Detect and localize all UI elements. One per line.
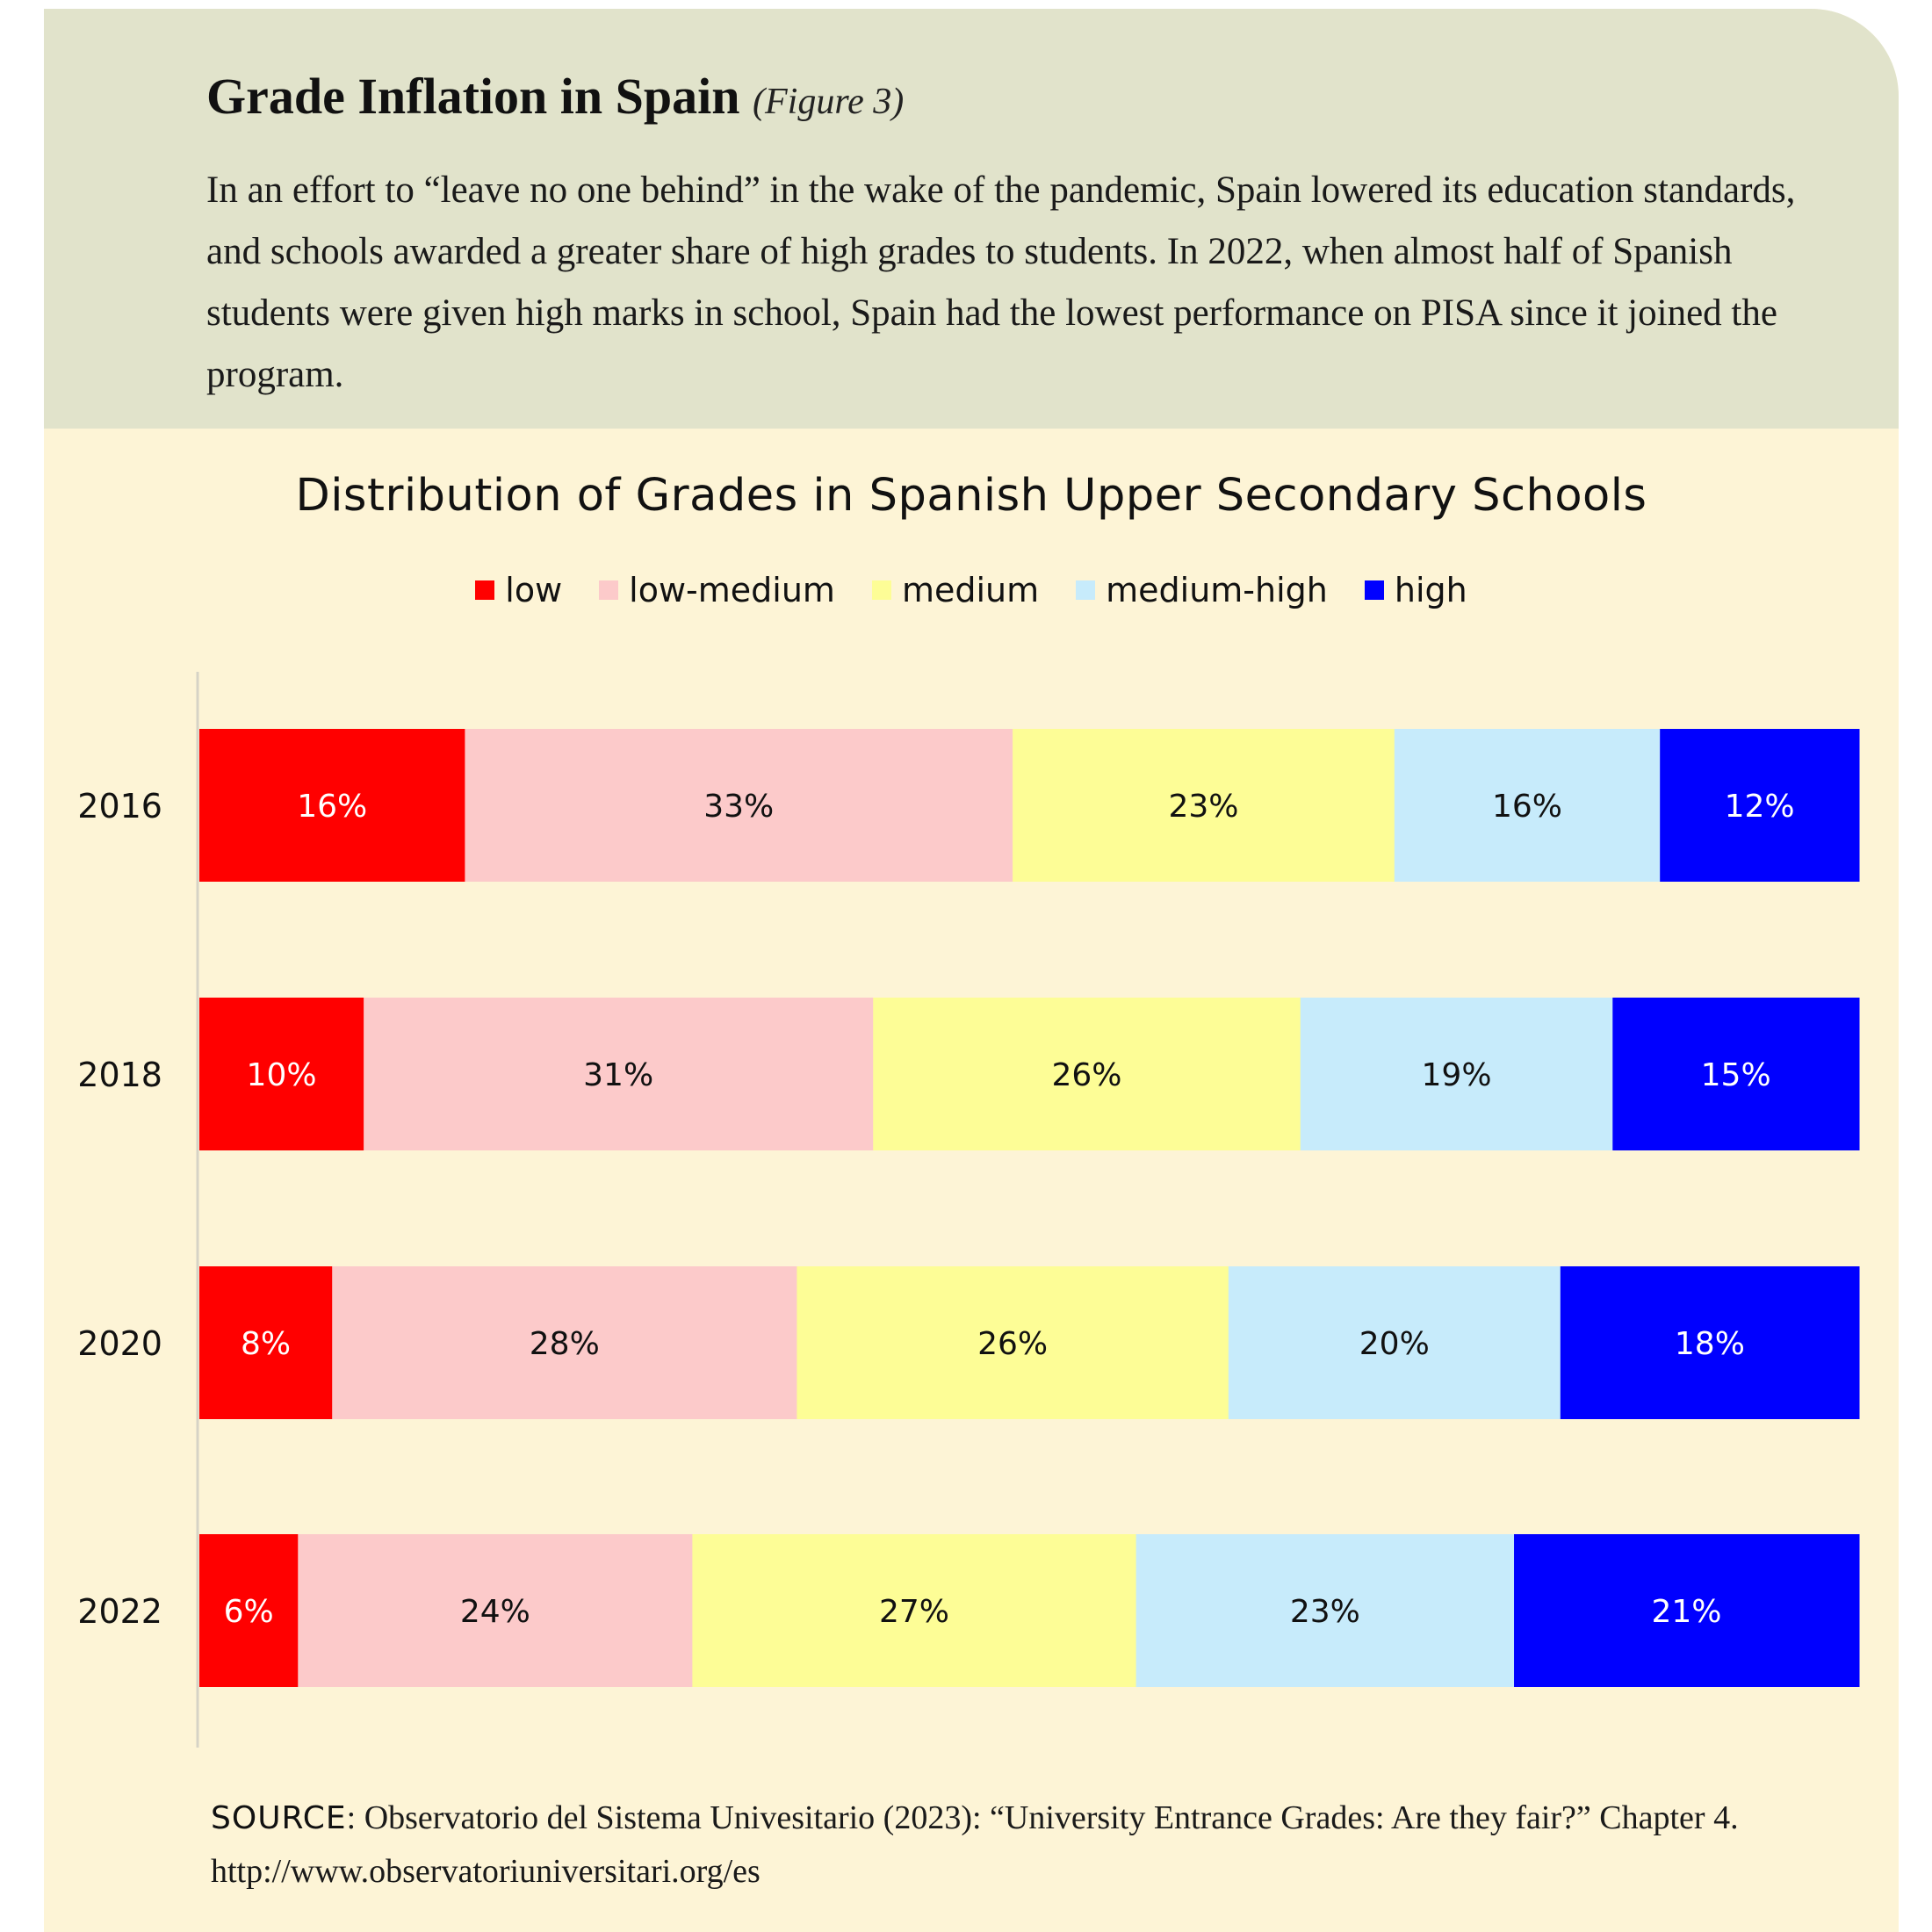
data-label: 26%	[977, 1326, 1048, 1362]
bar-segment-high	[1612, 998, 1860, 1150]
data-label: 12%	[1725, 789, 1795, 825]
legend-label: medium	[901, 571, 1040, 609]
legend-item-medium-high: medium-high	[1076, 571, 1328, 609]
source-label: SOURCE	[211, 1800, 347, 1836]
data-label: 27%	[879, 1594, 949, 1630]
data-label: 26%	[1051, 1057, 1121, 1093]
legend-item-medium: medium	[871, 571, 1040, 609]
figure-number: (Figure 3)	[753, 82, 905, 122]
bar-segment-medium	[873, 998, 1301, 1150]
figure-title-line: Grade Inflation in Spain (Figure 3)	[206, 67, 904, 126]
stacked-bar-chart: 2016 16% 33% 23% 16% 12% 2018 10% 31% 26% 19% 15% 20…	[77, 672, 1860, 1748]
y-tick-label: 2022	[77, 1592, 162, 1631]
data-label: 20%	[1359, 1326, 1430, 1362]
data-label: 15%	[1701, 1057, 1771, 1093]
bar-segment-medium	[797, 1266, 1229, 1419]
legend-swatch	[1076, 580, 1096, 600]
y-tick-label: 2018	[77, 1056, 162, 1094]
bar-segment-low	[199, 998, 364, 1150]
legend-item-low: low	[475, 571, 562, 609]
source-text: : Observatorio del Sistema Univesitario …	[211, 1799, 1739, 1890]
source-note: SOURCE: Observatorio del Sistema Univesi…	[211, 1791, 1862, 1898]
chart-legend: low low-medium medium medium-high high	[44, 571, 1899, 609]
legend-swatch	[871, 580, 891, 600]
bar-segment-medium-high	[1300, 998, 1613, 1150]
bar-segment-medium-high	[1394, 729, 1661, 882]
data-label: 23%	[1168, 789, 1238, 825]
y-tick-label: 2020	[77, 1324, 162, 1363]
bar-segment-low-medium	[298, 1534, 693, 1687]
data-label: 8%	[241, 1326, 291, 1362]
data-label: 31%	[583, 1057, 653, 1093]
legend-label: high	[1394, 571, 1467, 609]
bar-segment-medium-high	[1135, 1534, 1515, 1687]
data-label: 16%	[297, 789, 367, 825]
bar-segment-high	[1514, 1534, 1860, 1687]
data-label: 23%	[1290, 1594, 1360, 1630]
data-label: 28%	[530, 1326, 600, 1362]
legend-swatch	[1364, 580, 1384, 600]
bar-segment-low	[199, 1266, 333, 1419]
bar-segment-low-medium	[364, 998, 874, 1150]
data-label: 18%	[1675, 1326, 1745, 1362]
legend-label: medium-high	[1106, 571, 1328, 609]
data-label: 21%	[1652, 1594, 1722, 1630]
data-label: 19%	[1422, 1057, 1492, 1093]
bar-segment-medium-high	[1228, 1266, 1561, 1419]
figure-header: Grade Inflation in Spain (Figure 3) In a…	[44, 9, 1899, 429]
legend-label: low	[505, 571, 563, 609]
figure-intro-text: In an effort to “leave no one behind” in…	[206, 169, 1796, 395]
chart-title: Distribution of Grades in Spanish Upper …	[295, 470, 1647, 522]
legend-item-high: high	[1364, 571, 1467, 609]
legend-swatch	[599, 580, 619, 600]
legend-item-low-medium: low-medium	[599, 571, 835, 609]
bar-segment-high	[1660, 729, 1860, 882]
bar-segment-high	[1560, 1266, 1860, 1419]
bar-segment-low-medium	[465, 729, 1013, 882]
data-label: 10%	[247, 1057, 317, 1093]
legend-swatch	[475, 580, 495, 600]
bar-segment-low-medium	[332, 1266, 797, 1419]
legend-label: low-medium	[629, 571, 835, 609]
y-tick-label: 2016	[77, 787, 162, 825]
data-label: 16%	[1492, 789, 1562, 825]
figure-card: Grade Inflation in Spain (Figure 3) In a…	[44, 9, 1899, 1932]
figure-title: Grade Inflation in Spain	[206, 68, 740, 125]
bar-segment-low	[199, 1534, 299, 1687]
data-label: 24%	[460, 1594, 530, 1630]
data-label: 6%	[224, 1594, 274, 1630]
data-label: 33%	[703, 789, 774, 825]
bar-segment-low	[199, 729, 465, 882]
bar-segment-medium	[1013, 729, 1395, 882]
bar-segment-medium	[692, 1534, 1137, 1687]
